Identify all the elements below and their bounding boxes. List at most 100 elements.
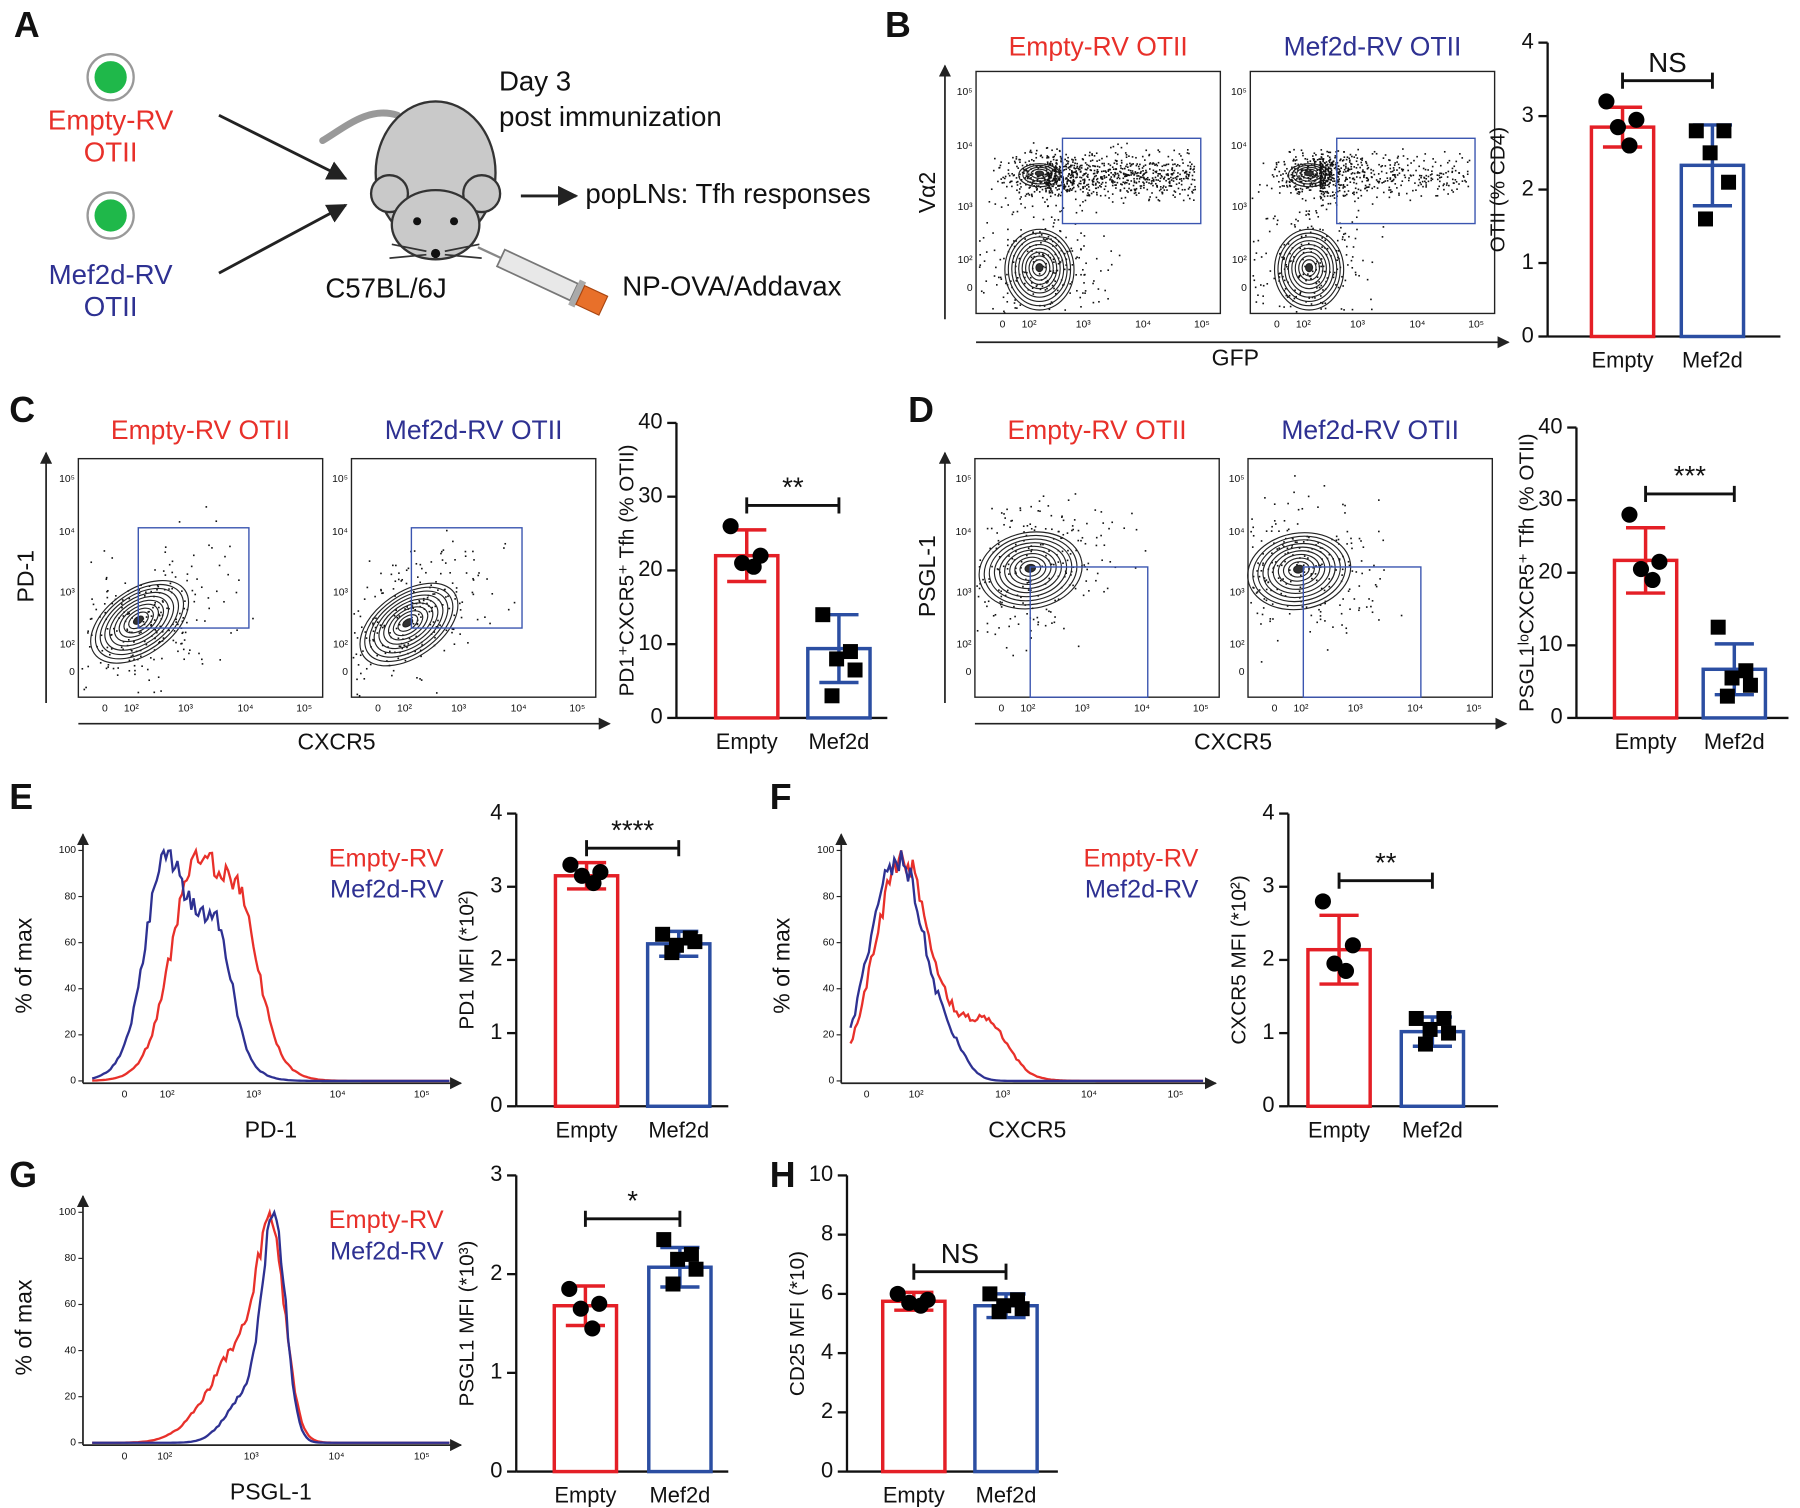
event-dot — [1326, 191, 1328, 194]
legend-entry: Empty-RV — [329, 844, 444, 872]
event-dot — [1301, 152, 1304, 154]
event-dot — [1330, 169, 1333, 172]
event-dot — [1319, 168, 1322, 171]
event-dot — [1103, 544, 1106, 547]
event-dot — [1049, 183, 1052, 185]
event-dot — [1337, 190, 1339, 193]
event-dot — [1041, 285, 1044, 288]
event-dot — [1092, 184, 1095, 186]
event-dot — [1105, 181, 1107, 184]
event-dot — [178, 521, 181, 523]
event-dot — [1345, 165, 1347, 168]
event-dot — [1438, 185, 1440, 188]
event-dot — [998, 589, 1000, 591]
event-dot — [1407, 169, 1410, 172]
event-dot — [1291, 166, 1293, 169]
event-dot — [158, 614, 161, 617]
event-dot — [1371, 153, 1374, 155]
event-dot — [1031, 183, 1033, 185]
event-dot — [101, 649, 104, 652]
y-tick-label: 4 — [1262, 799, 1274, 824]
event-dot — [439, 572, 442, 575]
event-dot — [181, 642, 183, 645]
event-dot — [169, 582, 172, 585]
event-dot — [1006, 292, 1009, 295]
event-dot — [1115, 184, 1117, 186]
event-dot — [1089, 165, 1091, 168]
event-dot — [1342, 233, 1345, 236]
event-dot — [1381, 164, 1384, 167]
event-dot — [1357, 163, 1359, 166]
event-dot — [1036, 188, 1038, 190]
event-dot — [1288, 150, 1291, 153]
event-dot — [1349, 159, 1351, 162]
event-dot — [397, 578, 400, 581]
event-dot — [1146, 188, 1149, 191]
event-dot — [1159, 186, 1162, 188]
event-dot — [1394, 175, 1396, 178]
group-name: Mef2d-RV — [49, 259, 173, 290]
event-dot — [181, 632, 184, 635]
event-dot — [1427, 169, 1429, 171]
event-dot — [996, 532, 998, 534]
event-dot — [444, 562, 447, 564]
event-dot — [230, 632, 232, 634]
event-dot — [1103, 175, 1105, 177]
x-tick-label: 10² — [160, 1089, 176, 1100]
event-dot — [1010, 520, 1012, 522]
event-dot — [1055, 169, 1057, 172]
contour — [1287, 243, 1331, 294]
event-dot — [1430, 179, 1432, 182]
event-dot — [1055, 174, 1058, 177]
event-dot — [1349, 608, 1351, 611]
event-dot — [1037, 621, 1040, 623]
event-dot — [1358, 609, 1360, 612]
event-dot — [1341, 624, 1343, 626]
event-dot — [116, 630, 118, 632]
mouse-ear — [369, 174, 410, 214]
x-tick-label: 10⁴ — [328, 1451, 344, 1462]
event-dot — [1319, 190, 1322, 192]
event-dot — [1046, 282, 1048, 284]
data-point — [1436, 1010, 1452, 1026]
y-tick-label: 10⁵ — [59, 474, 75, 485]
event-dot — [366, 586, 369, 589]
event-dot — [1308, 210, 1311, 212]
event-dot — [1264, 497, 1266, 499]
event-dot — [1071, 158, 1073, 161]
event-dot — [1360, 161, 1363, 164]
event-dot — [1062, 165, 1065, 168]
event-dot — [1084, 290, 1087, 292]
event-dot — [1109, 164, 1112, 167]
event-dot — [1281, 185, 1284, 187]
event-dot — [1366, 278, 1369, 281]
event-dot — [1317, 175, 1319, 178]
event-dot — [252, 617, 254, 620]
event-dot — [1055, 187, 1057, 189]
event-dot — [1344, 180, 1346, 182]
event-dot — [1343, 195, 1345, 197]
event-dot — [1035, 156, 1038, 159]
panel-label: C — [9, 390, 35, 430]
event-dot — [1283, 279, 1286, 282]
event-dot — [1105, 171, 1107, 174]
event-dot — [1014, 162, 1017, 164]
event-dot — [1265, 588, 1268, 591]
event-dot — [1031, 250, 1033, 252]
event-dot — [406, 646, 408, 649]
y-tick-label: 0 — [829, 1076, 835, 1087]
event-dot — [122, 615, 125, 617]
event-dot — [417, 613, 420, 616]
event-dot — [1097, 186, 1100, 189]
event-dot — [1334, 166, 1337, 169]
event-dot — [1000, 590, 1002, 593]
event-dot — [1073, 180, 1076, 182]
significance-label: ** — [1375, 847, 1397, 878]
event-dot — [1290, 223, 1293, 225]
event-dot — [1322, 153, 1324, 156]
event-dot — [382, 592, 384, 594]
event-dot — [1161, 191, 1164, 194]
event-dot — [146, 668, 149, 671]
event-dot — [1131, 156, 1134, 158]
event-dot — [1091, 154, 1093, 156]
